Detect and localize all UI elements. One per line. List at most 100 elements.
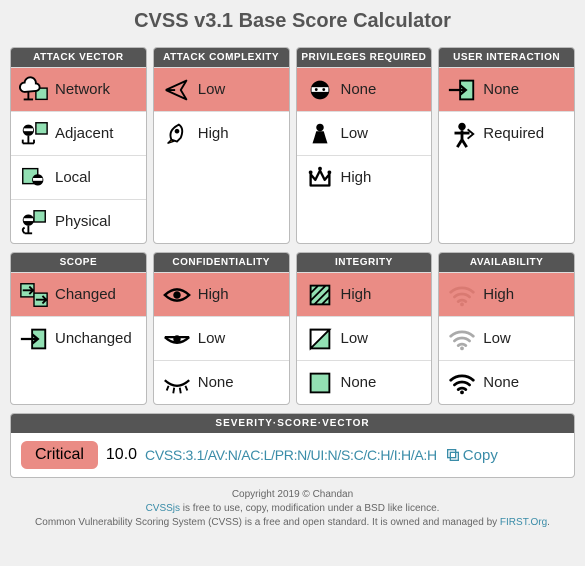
half-square-icon bbox=[305, 324, 335, 354]
result-body: Critical 10.0 CVSS:3.1/AV:N/AC:L/PR:N/UI… bbox=[11, 433, 574, 477]
metric-option[interactable]: Low bbox=[297, 316, 432, 360]
person-icon bbox=[447, 119, 477, 149]
metric-option[interactable]: High bbox=[154, 272, 289, 316]
metric-option[interactable]: Adjacent bbox=[11, 111, 146, 155]
metric-option[interactable]: None bbox=[297, 360, 432, 404]
transfer-icon bbox=[19, 280, 49, 310]
option-label: Low bbox=[198, 81, 226, 98]
rocket-icon bbox=[162, 119, 192, 149]
metric-option[interactable]: Low bbox=[154, 316, 289, 360]
metric-option[interactable]: Unchanged bbox=[11, 316, 146, 360]
metric-header: AVAILABILITY bbox=[439, 253, 574, 272]
eye-open-icon bbox=[162, 280, 192, 310]
option-label: None bbox=[341, 374, 377, 391]
cvssjs-link[interactable]: CVSSjs bbox=[146, 503, 180, 514]
footer-copyright: Copyright 2019 © Chandan bbox=[12, 488, 573, 502]
metric-option[interactable]: Low bbox=[439, 316, 574, 360]
option-label: Low bbox=[341, 330, 369, 347]
metric-option[interactable]: None bbox=[297, 67, 432, 111]
metric-option[interactable]: High bbox=[439, 272, 574, 316]
eye-closed-icon bbox=[162, 368, 192, 398]
metric-group: AVAILABILITYHigh Low None bbox=[438, 252, 575, 405]
option-label: Unchanged bbox=[55, 330, 132, 347]
option-label: None bbox=[341, 81, 377, 98]
ninja-icon bbox=[305, 75, 335, 105]
metrics-row-1: ATTACK VECTOR Network Adjacent Local Physica… bbox=[10, 47, 575, 244]
crown-icon bbox=[305, 163, 335, 193]
metric-group: INTEGRITY High Low None bbox=[296, 252, 433, 405]
metric-option[interactable]: Network bbox=[11, 67, 146, 111]
metric-option[interactable]: Low bbox=[297, 111, 432, 155]
metric-group: CONFIDENTIALITY High Low None bbox=[153, 252, 290, 405]
metric-header: USER INTERACTION bbox=[439, 48, 574, 67]
eye-half-icon bbox=[162, 324, 192, 354]
metric-header: INTEGRITY bbox=[297, 253, 432, 272]
copy-icon bbox=[445, 447, 461, 463]
option-label: Adjacent bbox=[55, 125, 113, 142]
metric-header: ATTACK VECTOR bbox=[11, 48, 146, 67]
enter-icon bbox=[447, 75, 477, 105]
enter-icon bbox=[19, 324, 49, 354]
severity-badge: Critical bbox=[21, 441, 98, 469]
metrics-container: ATTACK VECTOR Network Adjacent Local Physica… bbox=[0, 47, 585, 405]
metric-group: PRIVILEGES REQUIRED None Low High bbox=[296, 47, 433, 244]
metric-group: ATTACK VECTOR Network Adjacent Local Physica… bbox=[10, 47, 147, 244]
metric-group: USER INTERACTION None Required bbox=[438, 47, 575, 244]
metric-option[interactable]: None bbox=[154, 360, 289, 404]
option-label: High bbox=[198, 286, 229, 303]
metric-option[interactable]: None bbox=[439, 67, 574, 111]
option-label: Low bbox=[198, 330, 226, 347]
metric-option[interactable]: Physical bbox=[11, 199, 146, 243]
wifi-black-icon bbox=[447, 368, 477, 398]
footer-cvss-pre: Common Vulnerability Scoring System (CVS… bbox=[35, 517, 500, 528]
option-label: High bbox=[198, 125, 229, 142]
option-label: High bbox=[341, 286, 372, 303]
empty-square-icon bbox=[305, 368, 335, 398]
metric-option[interactable]: Required bbox=[439, 111, 574, 155]
metric-option[interactable]: High bbox=[297, 155, 432, 199]
metric-option[interactable]: None bbox=[439, 360, 574, 404]
metric-option[interactable]: High bbox=[297, 272, 432, 316]
metrics-row-2: SCOPE Changed Unchanged CONFIDENTIALITY High… bbox=[10, 252, 575, 405]
metric-group: SCOPE Changed Unchanged bbox=[10, 252, 147, 405]
option-label: None bbox=[198, 374, 234, 391]
hand-icon bbox=[19, 207, 49, 237]
page-title: CVSS v3.1 Base Score Calculator bbox=[0, 0, 585, 47]
option-label: Required bbox=[483, 125, 544, 142]
option-label: Low bbox=[483, 330, 511, 347]
option-label: None bbox=[483, 81, 519, 98]
plane-icon bbox=[162, 75, 192, 105]
cloud-icon bbox=[19, 75, 49, 105]
wifi-gray-icon bbox=[447, 324, 477, 354]
metric-option[interactable]: Changed bbox=[11, 272, 146, 316]
metric-option[interactable]: Local bbox=[11, 155, 146, 199]
option-label: None bbox=[483, 374, 519, 391]
option-label: Low bbox=[341, 125, 369, 142]
score-value: 10.0 bbox=[106, 446, 137, 464]
footer: Copyright 2019 © Chandan CVSSjs is free … bbox=[0, 478, 585, 530]
metric-header: ATTACK COMPLEXITY bbox=[154, 48, 289, 67]
metric-option[interactable]: Low bbox=[154, 67, 289, 111]
wifi-red-icon bbox=[447, 280, 477, 310]
option-label: High bbox=[341, 169, 372, 186]
option-label: Local bbox=[55, 169, 91, 186]
vector-string: CVSS:3.1/AV:N/AC:L/PR:N/UI:N/S:C/C:H/I:H… bbox=[145, 447, 437, 463]
copy-button[interactable]: Copy bbox=[445, 447, 498, 464]
metric-option[interactable]: High bbox=[154, 111, 289, 155]
copy-label: Copy bbox=[463, 447, 498, 464]
hub-icon bbox=[19, 119, 49, 149]
result-header: SEVERITY·SCORE·VECTOR bbox=[11, 414, 574, 433]
metric-header: SCOPE bbox=[11, 253, 146, 272]
hatch-icon bbox=[305, 280, 335, 310]
footer-cvss-post: . bbox=[547, 517, 550, 528]
option-label: Physical bbox=[55, 213, 111, 230]
option-label: Network bbox=[55, 81, 110, 98]
first-org-link[interactable]: FIRST.Org bbox=[500, 517, 547, 528]
option-label: Changed bbox=[55, 286, 116, 303]
metric-header: CONFIDENTIALITY bbox=[154, 253, 289, 272]
metric-header: PRIVILEGES REQUIRED bbox=[297, 48, 432, 67]
pawn-icon bbox=[305, 119, 335, 149]
metric-group: ATTACK COMPLEXITY Low High bbox=[153, 47, 290, 244]
footer-licence: is free to use, copy, modification under… bbox=[180, 503, 439, 514]
result-box: SEVERITY·SCORE·VECTOR Critical 10.0 CVSS… bbox=[10, 413, 575, 478]
